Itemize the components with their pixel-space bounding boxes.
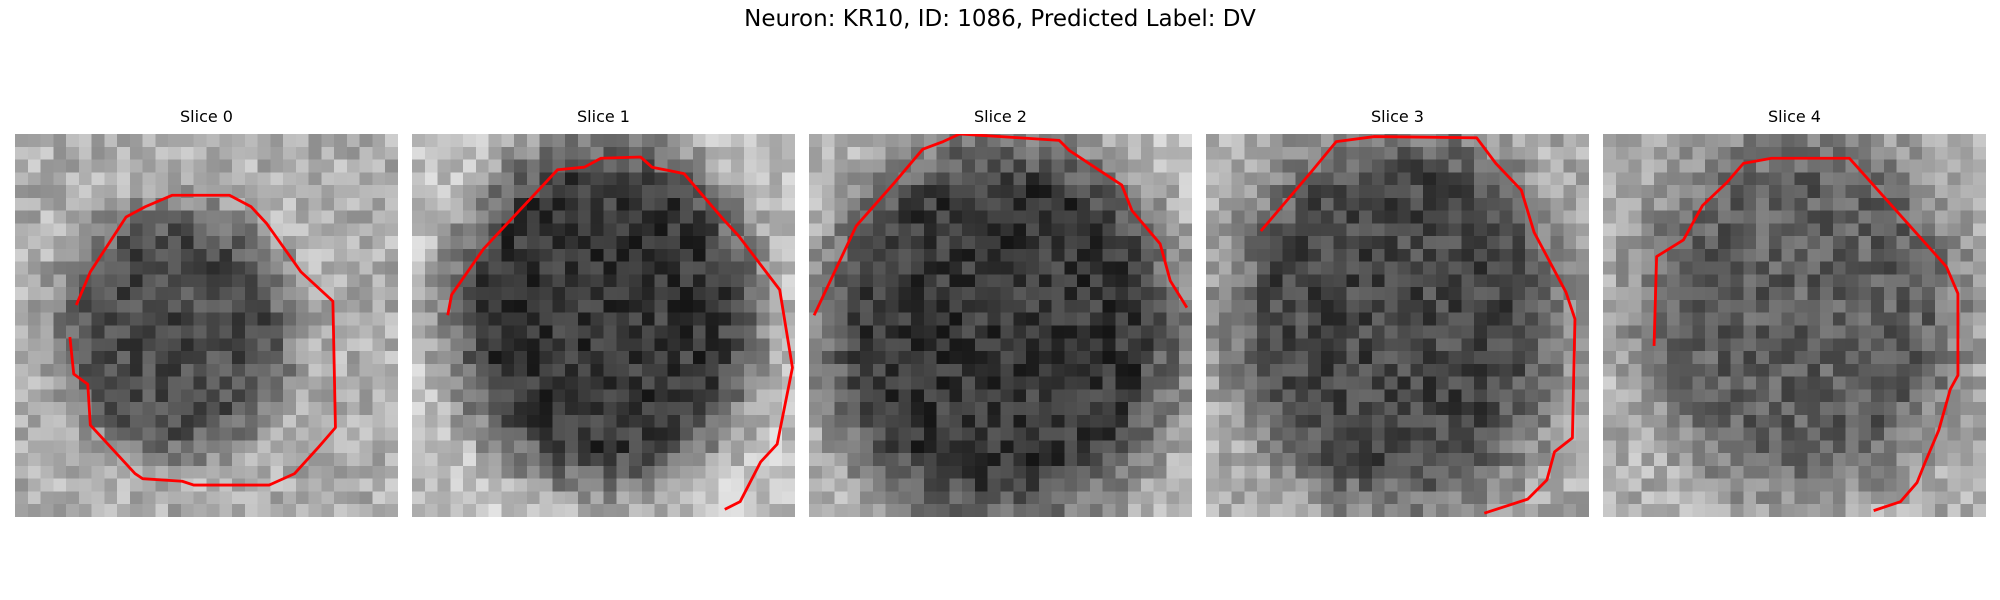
contour-line [1259,135,1577,515]
contour-line [812,134,1189,316]
slice-title: Slice 4 [1768,107,1821,126]
slice-panel-4: Slice 4 [1603,106,1986,517]
slice-title: Slice 0 [180,107,233,126]
cell-contour [446,155,794,511]
slice-title: Slice 3 [1371,107,1424,126]
slice-title: Slice 2 [974,107,1027,126]
cell-contour [1652,156,1960,512]
figure-title: Neuron: KR10, ID: 1086, Predicted Label:… [744,6,1256,32]
slice-panel-0: Slice 0 [15,106,398,517]
contour-line [446,155,794,511]
slice-panel-2: Slice 2 [809,106,1192,517]
slice-image [412,134,795,517]
slice-image [1603,134,1986,517]
cell-contour [812,134,1189,316]
cell-contour [68,193,337,487]
slice-panel-3: Slice 3 [1206,106,1589,517]
slice-title: Slice 1 [577,107,630,126]
slice-image [1206,134,1589,517]
cell-contour [1259,135,1577,515]
contour-line [1652,156,1960,512]
slice-panel-1: Slice 1 [412,106,795,517]
contour-line [68,193,337,487]
